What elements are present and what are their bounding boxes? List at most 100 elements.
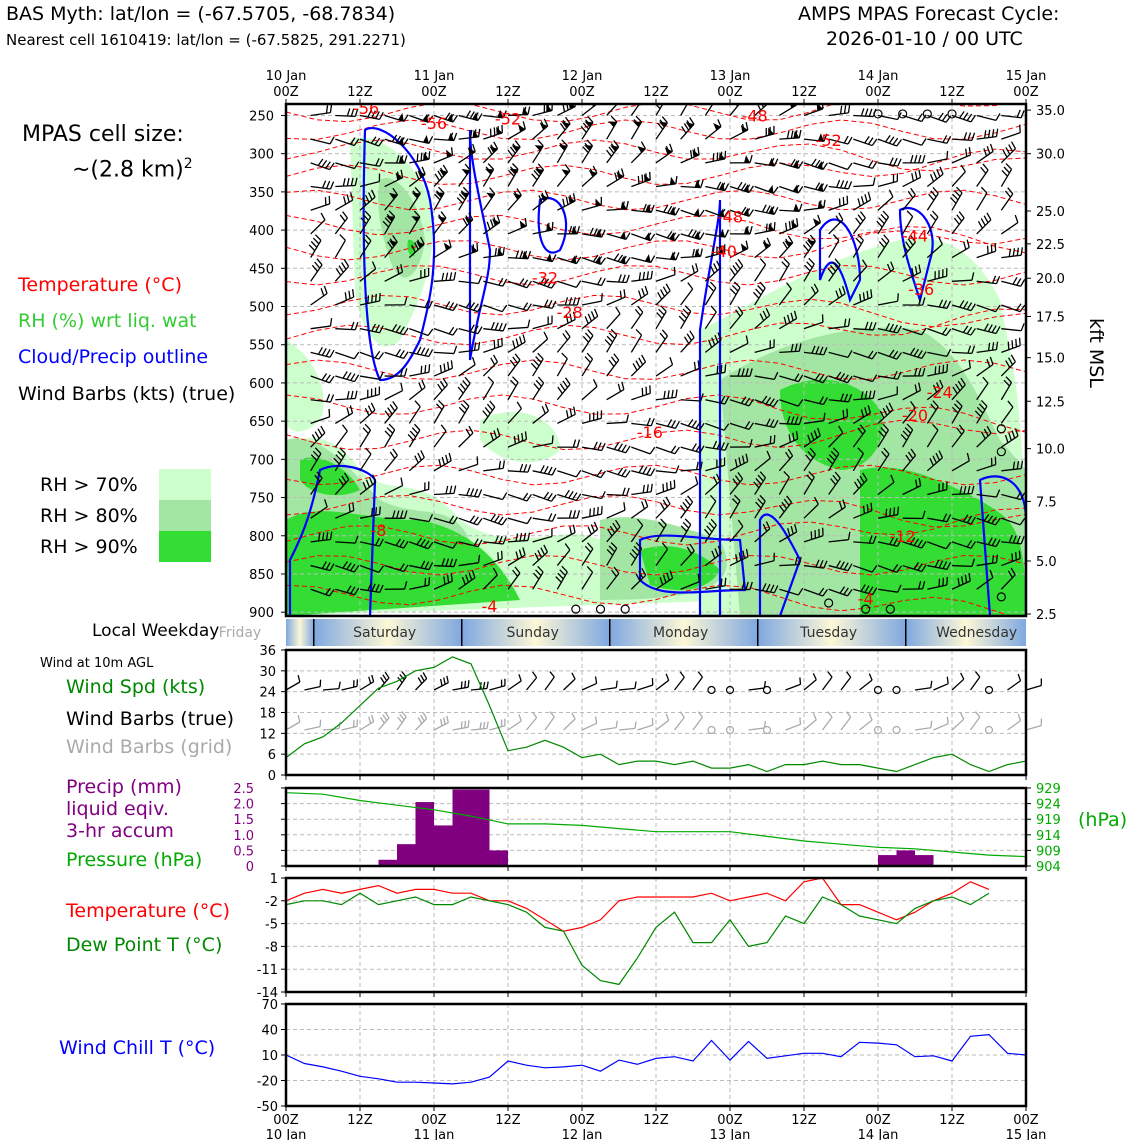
wind-barb — [482, 400, 496, 424]
wind-barb — [409, 151, 431, 164]
pressure-tick-label: 450 — [249, 262, 274, 277]
windchill-label: Wind Chill T (°C) — [59, 1037, 216, 1059]
wind-barb — [729, 421, 754, 431]
wind-barb-flag — [839, 586, 846, 594]
pressure-tick-label: 750 — [249, 492, 274, 507]
wind-barb-pennant — [744, 155, 750, 163]
wind-barb-flag — [646, 271, 650, 280]
wind-barb-flag — [416, 537, 423, 545]
wind-barb-flag — [956, 214, 963, 222]
wind-barb-flag — [1019, 304, 1026, 313]
wind-barb — [433, 485, 457, 496]
wind-barb-flag — [378, 565, 384, 573]
wind-barb-pennant — [519, 220, 527, 229]
wind-barb-flag — [473, 303, 479, 311]
bottom-date-label: 11 Jan — [414, 1128, 455, 1140]
wind-barb-flag — [695, 461, 699, 470]
wind-barb-flag — [477, 341, 481, 350]
wind-barb-flag — [679, 671, 685, 678]
wind-barb — [556, 543, 571, 566]
wind-barb-pennant — [693, 208, 700, 217]
wind-barb-shaft — [581, 682, 597, 691]
wind-barb — [606, 487, 630, 497]
pressure-y-tick-label: 929 — [1036, 782, 1061, 797]
wind-barb-shaft — [581, 122, 594, 140]
wind-barb-flag — [909, 537, 916, 545]
wind-barb-flag — [663, 390, 666, 399]
wind-barb-flag — [971, 485, 975, 494]
wind-barb-flag — [464, 163, 471, 171]
wind-barb-shaft — [637, 724, 653, 731]
wind-barb — [433, 541, 458, 549]
wind-barb-shaft — [951, 279, 973, 282]
wind-barb-shaft — [927, 541, 947, 550]
wind-barb — [507, 217, 528, 235]
wind-barb-flag — [921, 114, 927, 122]
wind-barb-flag — [638, 570, 644, 579]
wind-barb-flag — [310, 454, 318, 461]
wind-barb-flag — [518, 714, 522, 722]
wind-barb-flag — [572, 311, 576, 320]
wind-barb-flag — [564, 543, 571, 551]
wind-barb-flag — [325, 374, 331, 382]
wind-barb-flag — [535, 569, 542, 577]
top-date-label: 11 Jan — [414, 69, 455, 84]
wind-barb-flag — [497, 516, 504, 524]
wind-barb-flag — [586, 139, 593, 147]
wind-barb-flag — [823, 560, 828, 569]
wind-barb — [778, 471, 790, 495]
wind-barb — [606, 566, 620, 590]
wind-barb-grid — [285, 715, 301, 731]
wind-barb-flag — [692, 248, 695, 257]
wind-barb-shaft — [828, 351, 849, 358]
wind-barb-flag — [496, 428, 501, 437]
wind-barb-pennant — [595, 255, 601, 265]
wind-barb-flag — [565, 116, 571, 125]
wind-barb-flag — [642, 466, 648, 474]
wind-barb — [927, 541, 952, 550]
wind-barb-flag — [687, 228, 694, 237]
wind-barb-flag — [934, 366, 937, 375]
wind-barb-flag — [346, 585, 352, 593]
chill-y-tick-label: -20 — [257, 1075, 278, 1090]
wind-barb-flag — [724, 577, 727, 586]
wind-barb — [483, 277, 508, 287]
wind-barb — [507, 353, 521, 377]
wind-barb — [359, 350, 384, 360]
temperature-contour — [286, 214, 1026, 254]
wind-barb-shaft — [507, 194, 522, 211]
windchill-line — [285, 1033, 1027, 1085]
wind-barb-flag — [729, 268, 736, 276]
wind-barb-flag — [868, 108, 873, 117]
wind-barb — [581, 308, 599, 330]
wind-barb-pennant — [472, 129, 479, 138]
wind-barb — [581, 491, 606, 500]
wind-barb — [631, 465, 656, 477]
wind-barb-flag — [650, 270, 653, 279]
wind-barb-grid — [933, 716, 949, 731]
wind-barb — [334, 472, 350, 495]
wind-barb-flag — [565, 410, 569, 419]
wind-barb-shaft — [778, 104, 797, 117]
wind-barb-flag — [342, 371, 348, 379]
wind-barb-flag — [361, 197, 367, 206]
wind-barb-flag — [375, 507, 378, 516]
wind-barb-flag — [400, 477, 404, 486]
rh-shading-region — [780, 379, 883, 470]
precip-bar — [452, 789, 471, 866]
temperature-contour-label: -4 — [482, 597, 498, 616]
wind-barb-pennant — [411, 192, 421, 199]
wind-barb — [926, 423, 939, 448]
wind-barb-flag — [822, 162, 828, 170]
wind-barb-flag — [449, 485, 453, 494]
wind-barb-flag — [367, 192, 373, 200]
wind-barb-flag — [839, 373, 846, 381]
wind-barb — [384, 382, 404, 401]
wind-barb-pennant — [669, 232, 675, 241]
wind-barb — [631, 270, 653, 282]
wind-barb — [655, 570, 674, 590]
wind-barb-shaft — [976, 135, 997, 140]
wind-barb-flag — [623, 289, 626, 298]
wind-barb — [976, 341, 999, 354]
chill-y-tick-label: -50 — [257, 1100, 278, 1115]
